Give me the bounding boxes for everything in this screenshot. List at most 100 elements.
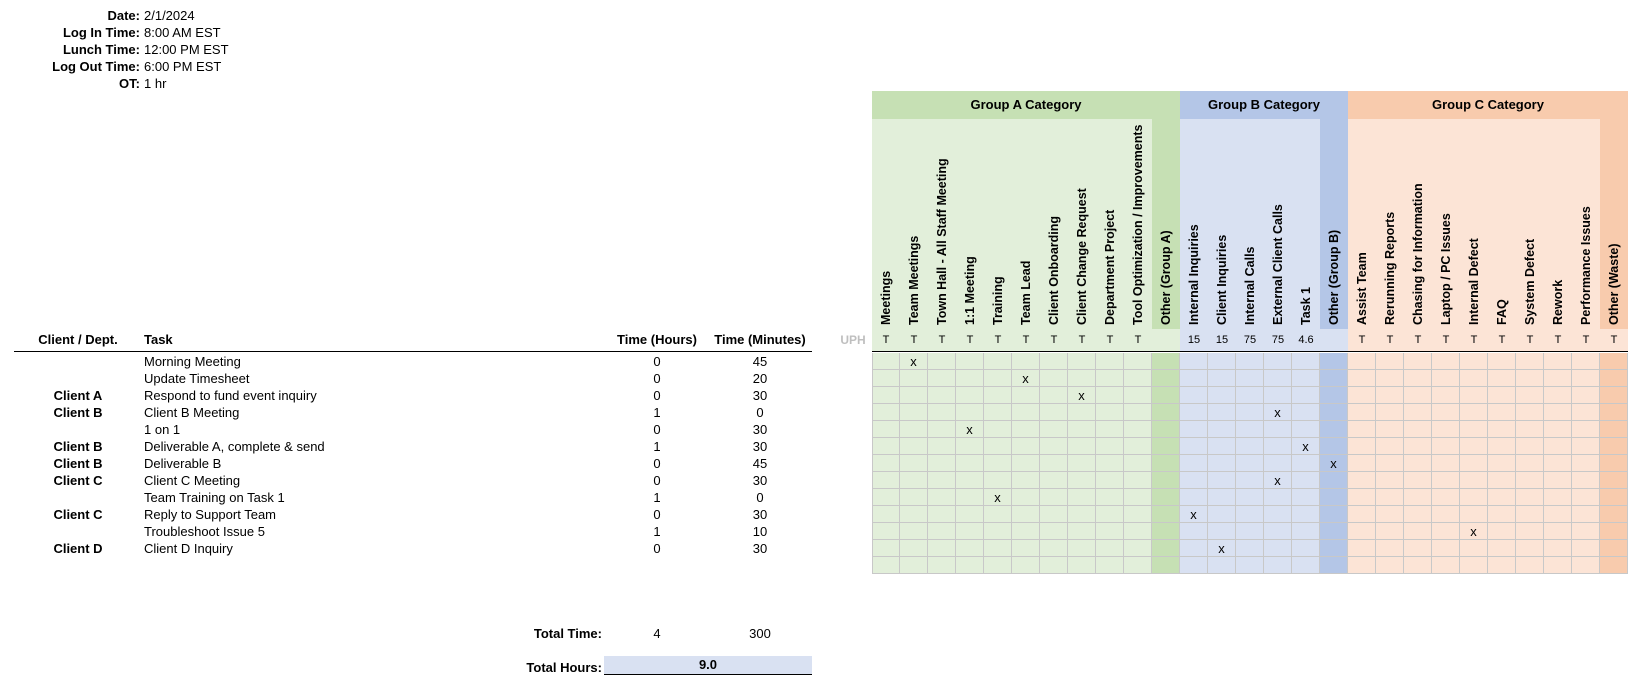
grid-cell[interactable] (1012, 455, 1040, 472)
grid-cell[interactable] (956, 404, 984, 421)
grid-cell[interactable] (1096, 523, 1124, 540)
grid-cell[interactable] (1236, 506, 1264, 523)
grid-cell[interactable] (1432, 387, 1460, 404)
grid-cell[interactable] (1320, 557, 1348, 574)
grid-cell[interactable] (984, 370, 1012, 387)
grid-cell[interactable] (1096, 557, 1124, 574)
grid-cell[interactable] (1124, 353, 1152, 370)
grid-cell[interactable] (1264, 438, 1292, 455)
grid-cell[interactable] (1152, 387, 1180, 404)
grid-cell[interactable] (1488, 370, 1516, 387)
grid-cell[interactable] (956, 438, 984, 455)
grid-cell[interactable] (1572, 421, 1600, 438)
grid-cell[interactable] (1376, 455, 1404, 472)
grid-cell[interactable] (1488, 387, 1516, 404)
grid-cell[interactable] (1320, 438, 1348, 455)
grid-cell[interactable] (1124, 404, 1152, 421)
grid-cell[interactable] (872, 523, 900, 540)
grid-cell[interactable] (1544, 455, 1572, 472)
grid-cell[interactable] (928, 506, 956, 523)
grid-cell[interactable] (1180, 455, 1208, 472)
grid-cell[interactable] (1124, 387, 1152, 404)
grid-cell[interactable] (1096, 438, 1124, 455)
grid-cell[interactable] (1432, 421, 1460, 438)
grid-cell[interactable]: x (956, 421, 984, 438)
grid-cell[interactable] (1292, 404, 1320, 421)
grid-cell[interactable] (1488, 506, 1516, 523)
grid-cell[interactable] (1264, 421, 1292, 438)
grid-cell[interactable] (1208, 438, 1236, 455)
grid-cell[interactable] (1600, 472, 1628, 489)
grid-cell[interactable] (1012, 523, 1040, 540)
grid-cell[interactable] (1320, 404, 1348, 421)
grid-cell[interactable] (1040, 370, 1068, 387)
grid-cell[interactable] (1348, 404, 1376, 421)
grid-cell[interactable] (1404, 455, 1432, 472)
grid-cell[interactable] (1488, 404, 1516, 421)
grid-cell[interactable] (1460, 387, 1488, 404)
grid-cell[interactable] (1600, 404, 1628, 421)
grid-cell[interactable] (1376, 540, 1404, 557)
grid-cell[interactable] (1152, 489, 1180, 506)
grid-cell[interactable] (1292, 557, 1320, 574)
grid-cell[interactable] (1152, 370, 1180, 387)
grid-cell[interactable] (872, 370, 900, 387)
grid-cell[interactable] (1404, 404, 1432, 421)
grid-cell[interactable] (872, 557, 900, 574)
grid-cell[interactable] (1152, 540, 1180, 557)
grid-cell[interactable] (984, 387, 1012, 404)
grid-cell[interactable] (1040, 438, 1068, 455)
grid-cell[interactable] (1348, 387, 1376, 404)
grid-cell[interactable] (1152, 438, 1180, 455)
grid-cell[interactable]: x (1264, 404, 1292, 421)
grid-cell[interactable] (1404, 387, 1432, 404)
grid-cell[interactable] (928, 421, 956, 438)
grid-cell[interactable] (1572, 506, 1600, 523)
grid-cell[interactable] (1180, 421, 1208, 438)
grid-cell[interactable] (1432, 489, 1460, 506)
grid-cell[interactable] (1544, 472, 1572, 489)
grid-cell[interactable] (1432, 506, 1460, 523)
grid-cell[interactable] (1348, 370, 1376, 387)
grid-cell[interactable] (1152, 421, 1180, 438)
grid-cell[interactable] (1460, 438, 1488, 455)
grid-cell[interactable] (1460, 455, 1488, 472)
grid-cell[interactable] (1292, 472, 1320, 489)
grid-cell[interactable] (1096, 353, 1124, 370)
grid-cell[interactable] (1292, 506, 1320, 523)
grid-cell[interactable] (984, 353, 1012, 370)
grid-cell[interactable] (1124, 489, 1152, 506)
grid-cell[interactable] (1460, 353, 1488, 370)
grid-cell[interactable] (1040, 523, 1068, 540)
grid-cell[interactable] (1180, 540, 1208, 557)
grid-cell[interactable] (1404, 438, 1432, 455)
grid-cell[interactable] (1068, 404, 1096, 421)
grid-cell[interactable] (1124, 540, 1152, 557)
grid-cell[interactable] (1432, 353, 1460, 370)
grid-cell[interactable] (1180, 353, 1208, 370)
grid-cell[interactable] (1572, 370, 1600, 387)
grid-cell[interactable] (1208, 523, 1236, 540)
grid-cell[interactable] (1516, 387, 1544, 404)
grid-cell[interactable] (1012, 489, 1040, 506)
grid-cell[interactable] (1124, 523, 1152, 540)
grid-cell[interactable] (872, 438, 900, 455)
grid-cell[interactable] (956, 540, 984, 557)
grid-cell[interactable] (900, 472, 928, 489)
grid-cell[interactable] (1544, 370, 1572, 387)
grid-cell[interactable] (1096, 540, 1124, 557)
grid-cell[interactable] (1488, 472, 1516, 489)
grid-cell[interactable] (1600, 370, 1628, 387)
grid-cell[interactable] (1460, 370, 1488, 387)
grid-cell[interactable] (1544, 387, 1572, 404)
grid-cell[interactable] (956, 353, 984, 370)
grid-cell[interactable] (1208, 472, 1236, 489)
grid-cell[interactable] (1404, 421, 1432, 438)
grid-cell[interactable] (1096, 455, 1124, 472)
grid-cell[interactable] (1376, 353, 1404, 370)
grid-cell[interactable]: x (1320, 455, 1348, 472)
grid-cell[interactable] (1236, 387, 1264, 404)
grid-cell[interactable] (1432, 455, 1460, 472)
grid-cell[interactable] (1152, 557, 1180, 574)
grid-cell[interactable] (956, 557, 984, 574)
